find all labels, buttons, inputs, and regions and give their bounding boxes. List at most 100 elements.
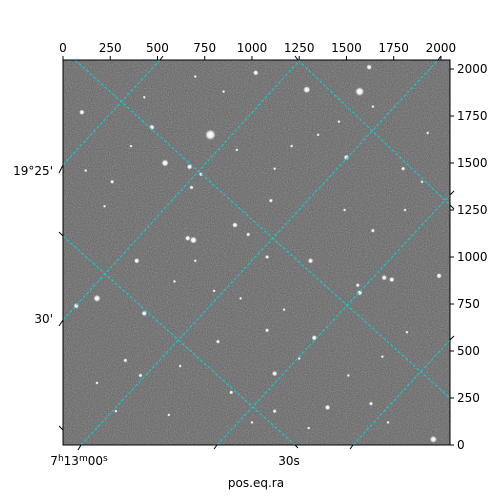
star-47: [420, 180, 424, 184]
world-tick-11: [449, 190, 455, 196]
world-tick-4: [77, 444, 82, 451]
star-72: [337, 120, 341, 124]
star-1: [303, 86, 311, 94]
right-tick-label-6: 1500: [457, 156, 488, 170]
grid-line-4: [352, 339, 450, 445]
ra-tick-label-1: 7h13m00s: [50, 454, 108, 468]
star-59: [114, 409, 118, 413]
right-tick-label-4: 1000: [457, 250, 488, 264]
top-tick-label-5: 1250: [284, 41, 315, 55]
star-61: [250, 420, 254, 425]
star-28: [123, 358, 128, 363]
right-tick-label-3: 750: [457, 297, 480, 311]
star-8: [79, 109, 85, 116]
top-tick-label-4: 1000: [237, 41, 268, 55]
stars-layer: [73, 64, 442, 443]
star-21: [93, 294, 101, 302]
star-69: [129, 144, 133, 148]
grid-line-1: [63, 60, 301, 321]
world-tick-13: [449, 204, 455, 210]
grid-line-5: [74, 60, 450, 399]
top-tick-label-1: 250: [99, 41, 122, 55]
world-tick-0: [58, 164, 64, 174]
world-tick-8: [159, 55, 164, 61]
star-35: [229, 390, 234, 395]
top-tick-label-0: 0: [59, 41, 67, 55]
world-tick-6: [294, 444, 299, 449]
world-tick-2: [58, 319, 64, 327]
star-30: [271, 370, 278, 377]
star-17: [307, 257, 314, 264]
top-tick-label-7: 1750: [378, 41, 409, 55]
star-46: [316, 133, 320, 137]
star-70: [142, 95, 146, 99]
star-67: [273, 167, 277, 171]
star-52: [212, 289, 216, 293]
star-38: [355, 283, 360, 288]
dec-tick-label-2: 30': [34, 312, 53, 326]
world-tick-10: [437, 55, 442, 61]
image-noise: [63, 60, 450, 445]
plot-frame: [62, 59, 451, 446]
right-tick-label-8: 2000: [457, 62, 488, 76]
star-29: [138, 373, 143, 378]
star-23: [141, 310, 148, 317]
star-43: [102, 204, 107, 208]
star-9: [343, 154, 350, 161]
star-66: [193, 259, 197, 263]
top-tick-label-8: 2000: [426, 41, 457, 55]
right-tick-label-7: 1750: [457, 109, 488, 123]
star-31: [324, 404, 331, 411]
right-tick-label-5: 1250: [457, 203, 488, 217]
x-axis-label: pos.eq.ra: [228, 476, 284, 490]
star-3: [366, 64, 372, 70]
right-tick-label-2: 500: [457, 344, 480, 358]
star-18: [381, 274, 388, 281]
grid-line-6: [63, 235, 296, 445]
star-7: [186, 163, 193, 170]
star-42: [84, 168, 88, 173]
star-71: [193, 74, 197, 79]
star-37: [370, 228, 376, 233]
star-36: [264, 254, 270, 260]
grid-line-3: [216, 194, 450, 445]
star-54: [282, 308, 286, 312]
star-12: [189, 236, 197, 244]
world-tick-7: [349, 444, 354, 450]
star-11: [268, 198, 273, 203]
star-63: [386, 420, 390, 425]
star-15: [246, 232, 251, 237]
world-tick-3: [58, 425, 64, 431]
world-tick-9: [294, 55, 299, 61]
right-tick-label-1: 250: [457, 391, 480, 405]
star-48: [426, 131, 430, 135]
star-56: [380, 355, 384, 359]
top-tick-label-6: 1500: [331, 41, 362, 55]
coordinate-grid: [63, 60, 450, 445]
star-62: [307, 426, 311, 430]
star-68: [235, 148, 239, 152]
star-16: [133, 257, 140, 264]
star-25: [264, 328, 270, 333]
star-51: [172, 279, 177, 284]
ra-tick-label-2: 30s: [278, 454, 300, 468]
star-65: [297, 356, 301, 361]
world-axis-ticks: [58, 55, 455, 451]
star-34: [272, 409, 277, 414]
star-10: [189, 185, 194, 190]
star-0: [355, 86, 365, 97]
star-58: [95, 381, 99, 385]
star-44: [222, 89, 226, 94]
star-2: [252, 69, 259, 76]
top-tick-label-3: 750: [193, 41, 216, 55]
star-19: [388, 276, 395, 283]
world-tick-1: [58, 231, 64, 237]
star-27: [215, 339, 221, 344]
star-33: [429, 435, 437, 443]
world-tick-5: [213, 444, 218, 450]
grid-line-7: [297, 60, 450, 206]
star-60: [167, 413, 171, 417]
top-axis-ticks: 0 250 500 750 1000 1250 1500 1750 2000: [59, 41, 456, 60]
dec-tick-label-1: 19°25': [13, 164, 53, 178]
